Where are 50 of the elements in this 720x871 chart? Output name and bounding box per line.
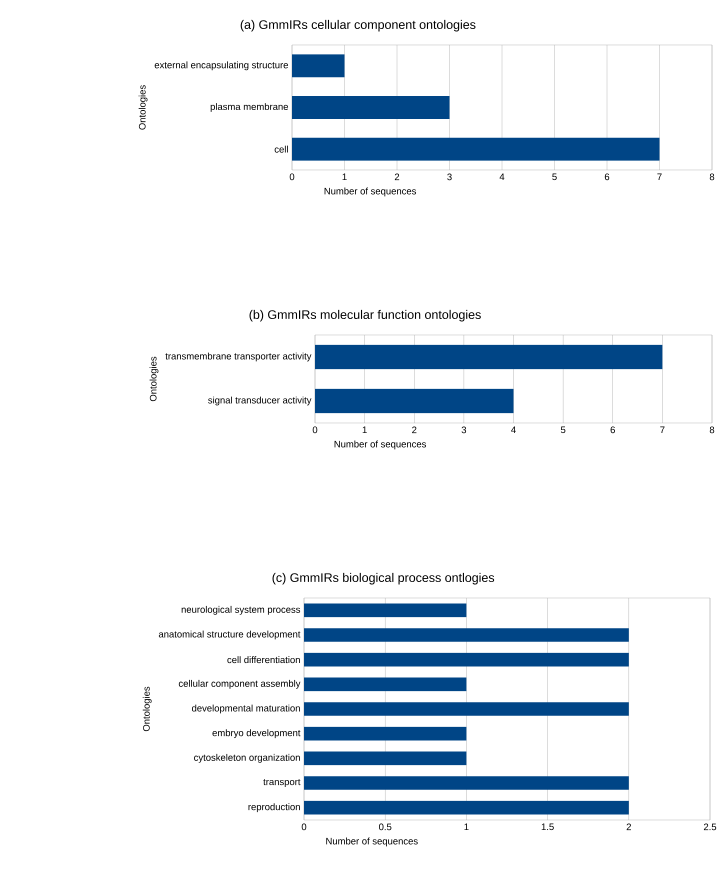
x-tick-label: 5 (552, 174, 557, 180)
y-tick-label: cellular component assembly (178, 680, 300, 689)
y-tick-label: cell (274, 146, 288, 153)
y-tick-label: embryo development (212, 729, 300, 738)
y-axis-title: Ontologies (142, 686, 152, 732)
bar (292, 54, 345, 78)
x-tick-label: 3 (462, 426, 466, 434)
x-tick-label: 6 (610, 426, 616, 434)
x-tick-label: 2 (394, 174, 400, 180)
x-tick-label: 2 (626, 824, 632, 830)
x-tick-label: 1 (464, 824, 469, 830)
x-axis-title: Number of sequences (334, 440, 426, 450)
y-tick-label: external encapsulating structure (154, 61, 288, 70)
y-tick-label: cytoskeleton organization (194, 754, 300, 763)
bar (292, 138, 660, 161)
x-tick-label: 4 (511, 426, 516, 434)
chart-title: (b) GmmIRs molecular function ontologies (250, 310, 481, 322)
y-tick-label: anatomical structure development (158, 630, 300, 640)
x-tick-label: 8 (710, 174, 714, 180)
chart-title: (c) GmmIRs biological process ontlogies (272, 572, 494, 584)
x-tick-label: 1.5 (542, 824, 554, 830)
y-tick-label: cell differentiation (227, 656, 300, 664)
y-tick-label: developmental maturation (192, 704, 300, 714)
y-tick-label: transmembrane transporter activity (165, 352, 312, 362)
x-tick-label: 0 (290, 174, 294, 180)
x-tick-label: 2.5 (704, 824, 716, 830)
x-axis-title: Number of sequences (324, 188, 416, 196)
y-tick-label: neurological system process (182, 606, 300, 615)
x-tick-label: 6 (604, 174, 610, 180)
x-tick-label: 3 (447, 174, 452, 180)
x-tick-label: 7 (657, 174, 662, 180)
bar (292, 96, 450, 119)
x-tick-label: 2 (412, 426, 416, 434)
y-tick-label: transport (263, 778, 300, 788)
x-tick-label: 4 (500, 174, 504, 180)
y-tick-label: reproduction (248, 803, 300, 812)
x-axis-title: Number of sequences (326, 838, 418, 846)
y-axis-title: Ontologies (138, 85, 148, 130)
x-tick-label: 1 (362, 426, 367, 434)
y-axis-title: Ontologies (150, 356, 158, 402)
x-tick-label: 0 (312, 426, 318, 434)
y-tick-label: signal transducer activity (208, 396, 312, 406)
y-tick-label: plasma membrane (210, 103, 288, 112)
x-tick-label: 1 (342, 174, 347, 180)
chart-title: (a) GmmIRs cellular component ontologies (240, 20, 476, 32)
x-tick-label: 7 (660, 426, 665, 434)
x-tick-label: 5 (560, 426, 566, 434)
x-tick-label: 0.5 (379, 824, 392, 830)
x-tick-label: 8 (710, 426, 714, 434)
x-tick-label: 0 (302, 824, 306, 830)
